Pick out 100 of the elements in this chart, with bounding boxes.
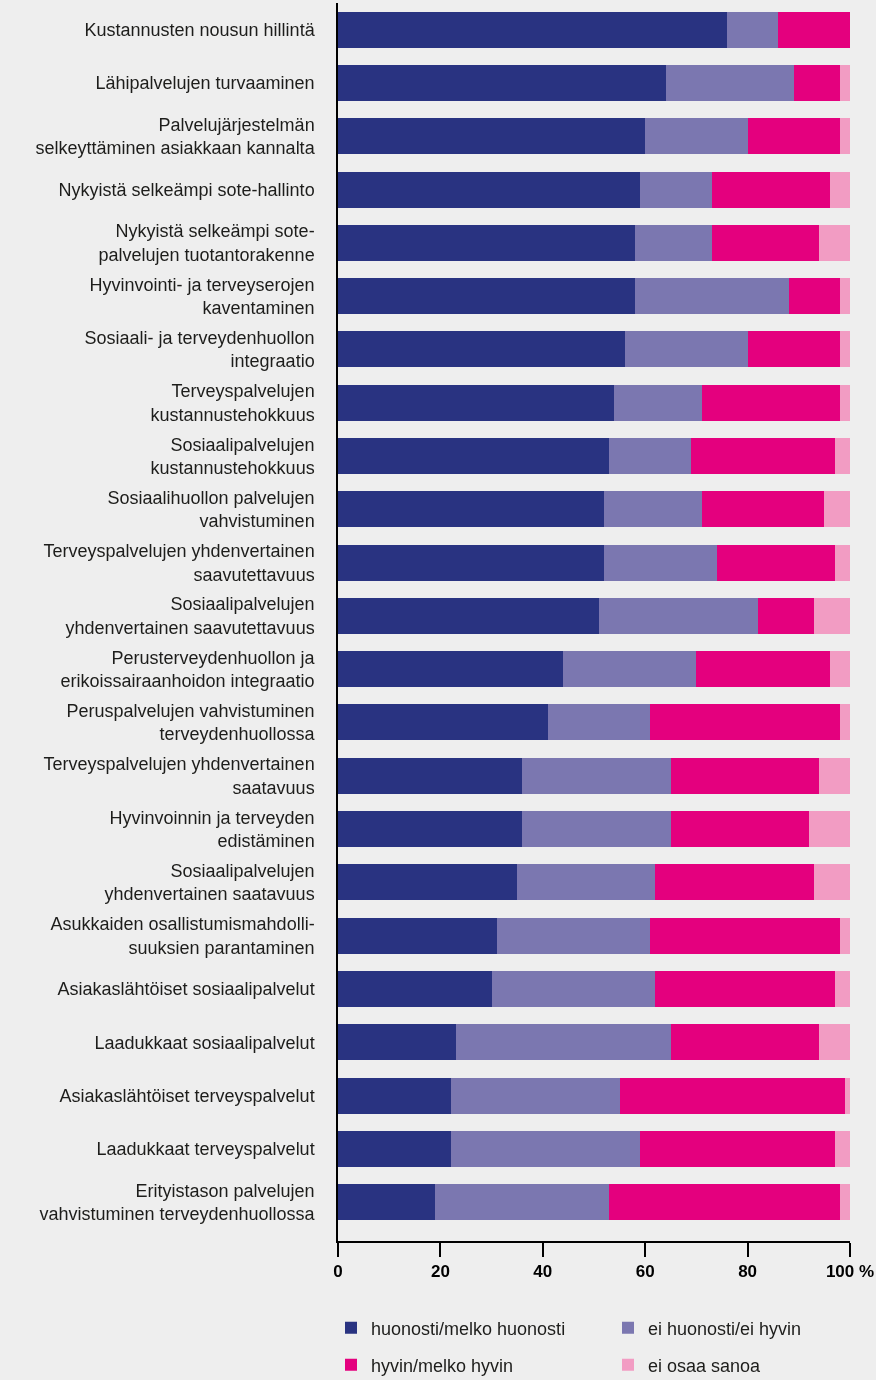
bar bbox=[834, 1130, 850, 1167]
y-tick-label: Laadukkaat sosiaalipalvelut bbox=[94, 1032, 315, 1053]
bar bbox=[834, 544, 850, 581]
bar bbox=[435, 1184, 610, 1221]
bar bbox=[599, 597, 758, 634]
bar bbox=[450, 1130, 641, 1167]
bar bbox=[844, 1077, 850, 1114]
bar bbox=[793, 64, 840, 101]
bar bbox=[691, 438, 835, 474]
y-tick-label: Asiakaslähtöiset terveyspalvelut bbox=[59, 1085, 315, 1106]
bar bbox=[338, 1024, 456, 1061]
bar bbox=[619, 1077, 845, 1114]
bar bbox=[338, 597, 600, 634]
bar bbox=[609, 1184, 840, 1221]
bar bbox=[634, 278, 789, 315]
y-tick-label: Sosiaalipalvelujen yhdenvertainen saatavuus bbox=[104, 860, 315, 905]
x-tick-label: 80 bbox=[738, 1262, 758, 1282]
bar bbox=[655, 864, 815, 901]
bar bbox=[824, 491, 850, 528]
bar bbox=[829, 171, 850, 208]
bar bbox=[338, 757, 523, 794]
y-tick-label: Sosiaalipalvelujen kustannustehokkuus bbox=[150, 434, 315, 478]
bar bbox=[338, 64, 666, 101]
bar bbox=[829, 651, 850, 688]
bar bbox=[563, 651, 697, 688]
bar bbox=[819, 757, 850, 794]
legend-label: ei osaa sanoa bbox=[648, 1355, 762, 1376]
bar bbox=[650, 704, 840, 741]
x-tick-label: 20 bbox=[430, 1262, 450, 1282]
bar bbox=[778, 11, 850, 48]
bar bbox=[650, 917, 840, 954]
x-tick-label: 100 % bbox=[825, 1262, 875, 1282]
bar bbox=[670, 1024, 820, 1061]
x-tick-label: 0 bbox=[333, 1262, 343, 1282]
y-tick-label: Peruspalvelujen vahvistuminen terveydenhuollossa bbox=[66, 701, 316, 745]
bar bbox=[338, 11, 728, 48]
bar bbox=[634, 224, 712, 261]
bar bbox=[496, 917, 651, 954]
bar bbox=[814, 864, 850, 901]
y-tick-label: Sosiaalipalvelujen yhdenvertainen saavutettavuus bbox=[65, 594, 315, 638]
y-tick-label: Terveyspalvelujen kustannustehokkuus bbox=[150, 381, 315, 425]
bar bbox=[757, 597, 815, 634]
bar bbox=[819, 1024, 850, 1061]
x-tick-label: 40 bbox=[533, 1262, 553, 1282]
bar bbox=[522, 757, 671, 794]
bar bbox=[338, 331, 625, 368]
y-tick-label: Lähipalvelujen turvaaminen bbox=[95, 73, 315, 94]
bar bbox=[604, 491, 702, 528]
bar bbox=[338, 970, 492, 1007]
bar bbox=[338, 864, 518, 901]
bar bbox=[696, 651, 830, 688]
bar bbox=[338, 1077, 451, 1114]
y-tick-label: Nykyistä selkeämpi sote-hallinto bbox=[58, 179, 315, 200]
bar bbox=[338, 384, 615, 421]
bar bbox=[338, 544, 605, 581]
bar bbox=[839, 1184, 850, 1221]
y-tick-label: Palvelujärjestelmän selkeyttäminen asiakkaan kannalta bbox=[35, 114, 316, 159]
bar bbox=[839, 278, 850, 315]
bar bbox=[338, 171, 641, 208]
bar bbox=[747, 118, 840, 155]
legend-label: ei huonosti/ei hyvin bbox=[648, 1318, 802, 1339]
bar bbox=[640, 1130, 835, 1167]
y-tick-label: Kustannusten nousun hillintä bbox=[84, 19, 316, 40]
bar bbox=[614, 384, 702, 421]
bar bbox=[338, 491, 605, 528]
bar bbox=[640, 171, 712, 208]
bar bbox=[839, 331, 850, 368]
bar bbox=[839, 118, 850, 155]
bar bbox=[711, 224, 820, 261]
bar bbox=[839, 64, 850, 101]
y-tick-label: Sosiaali- ja terveydenhuollon integraatio bbox=[84, 328, 315, 372]
bar bbox=[819, 224, 850, 261]
bar bbox=[338, 704, 548, 741]
bar bbox=[624, 331, 748, 368]
bar bbox=[747, 331, 840, 368]
bar bbox=[547, 704, 651, 741]
y-tick-label: Hyvinvoinnin ja terveyden edistäminen bbox=[109, 807, 315, 852]
y-tick-label: Asiakaslähtöiset sosiaalipalvelut bbox=[57, 979, 315, 1000]
y-tick-label: Nykyistä selkeämpi sote- palvelujen tuotantorakenne bbox=[98, 221, 315, 265]
bar bbox=[701, 491, 825, 528]
bar bbox=[338, 651, 564, 688]
bar bbox=[701, 384, 840, 421]
bar bbox=[645, 118, 748, 155]
bar bbox=[338, 224, 635, 261]
bar bbox=[716, 544, 835, 581]
legend-label: hyvin/melko hyvin bbox=[371, 1355, 514, 1376]
bar bbox=[338, 917, 497, 954]
y-tick-label: Erityistason palvelujen vahvistuminen terveydenhuollossa bbox=[39, 1180, 316, 1225]
bar bbox=[834, 970, 850, 1007]
bar bbox=[517, 864, 656, 901]
bar bbox=[338, 1130, 451, 1167]
bar bbox=[665, 64, 794, 101]
y-tick-label: Perusterveydenhuollon ja erikoissairaanhoidon integraatio bbox=[60, 647, 316, 692]
bar bbox=[788, 278, 840, 315]
bar bbox=[609, 438, 692, 474]
bar bbox=[839, 384, 850, 421]
legend-label: huonosti/melko huonosti bbox=[371, 1318, 566, 1339]
bar bbox=[522, 811, 671, 848]
bar bbox=[604, 544, 717, 581]
bar bbox=[455, 1024, 671, 1061]
